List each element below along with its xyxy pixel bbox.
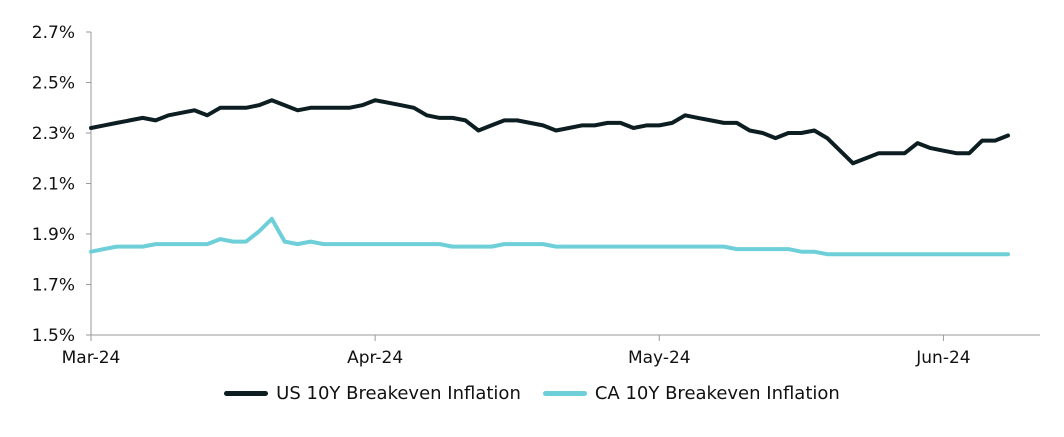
- legend-swatch-us: [224, 391, 269, 396]
- line-chart: 1.5% 1.7% 1.9% 2.1% 2.3% 2.5% 2.7% Mar-24 Apr-24…: [32, 23, 1040, 368]
- y-tick-label: 1.9%: [32, 225, 75, 245]
- us-breakeven-line: [89, 98, 1010, 166]
- y-tick-label: 2.1%: [32, 175, 75, 195]
- x-tick-label: Mar-24: [62, 348, 121, 368]
- ca-breakeven-line: [89, 216, 1010, 257]
- y-tick-label: 2.5%: [32, 74, 75, 94]
- legend-swatch-ca: [542, 391, 587, 396]
- legend-item-us: US 10Y Breakeven Inflation: [224, 383, 521, 404]
- y-tick-label: 1.5%: [32, 326, 75, 346]
- legend: US 10Y Breakeven Inflation CA 10Y Breake…: [0, 383, 1064, 404]
- legend-label-us: US 10Y Breakeven Inflation: [276, 383, 521, 404]
- legend-item-ca: CA 10Y Breakeven Inflation: [542, 383, 840, 404]
- y-tick-label: 2.3%: [32, 124, 75, 144]
- y-tick-label: 2.7%: [32, 23, 75, 43]
- x-tick-label: May-24: [628, 348, 691, 368]
- x-tick-label: Jun-24: [915, 348, 970, 368]
- legend-label-ca: CA 10Y Breakeven Inflation: [594, 383, 840, 404]
- x-tick-label: Apr-24: [347, 348, 403, 368]
- y-tick-label: 1.7%: [32, 276, 75, 296]
